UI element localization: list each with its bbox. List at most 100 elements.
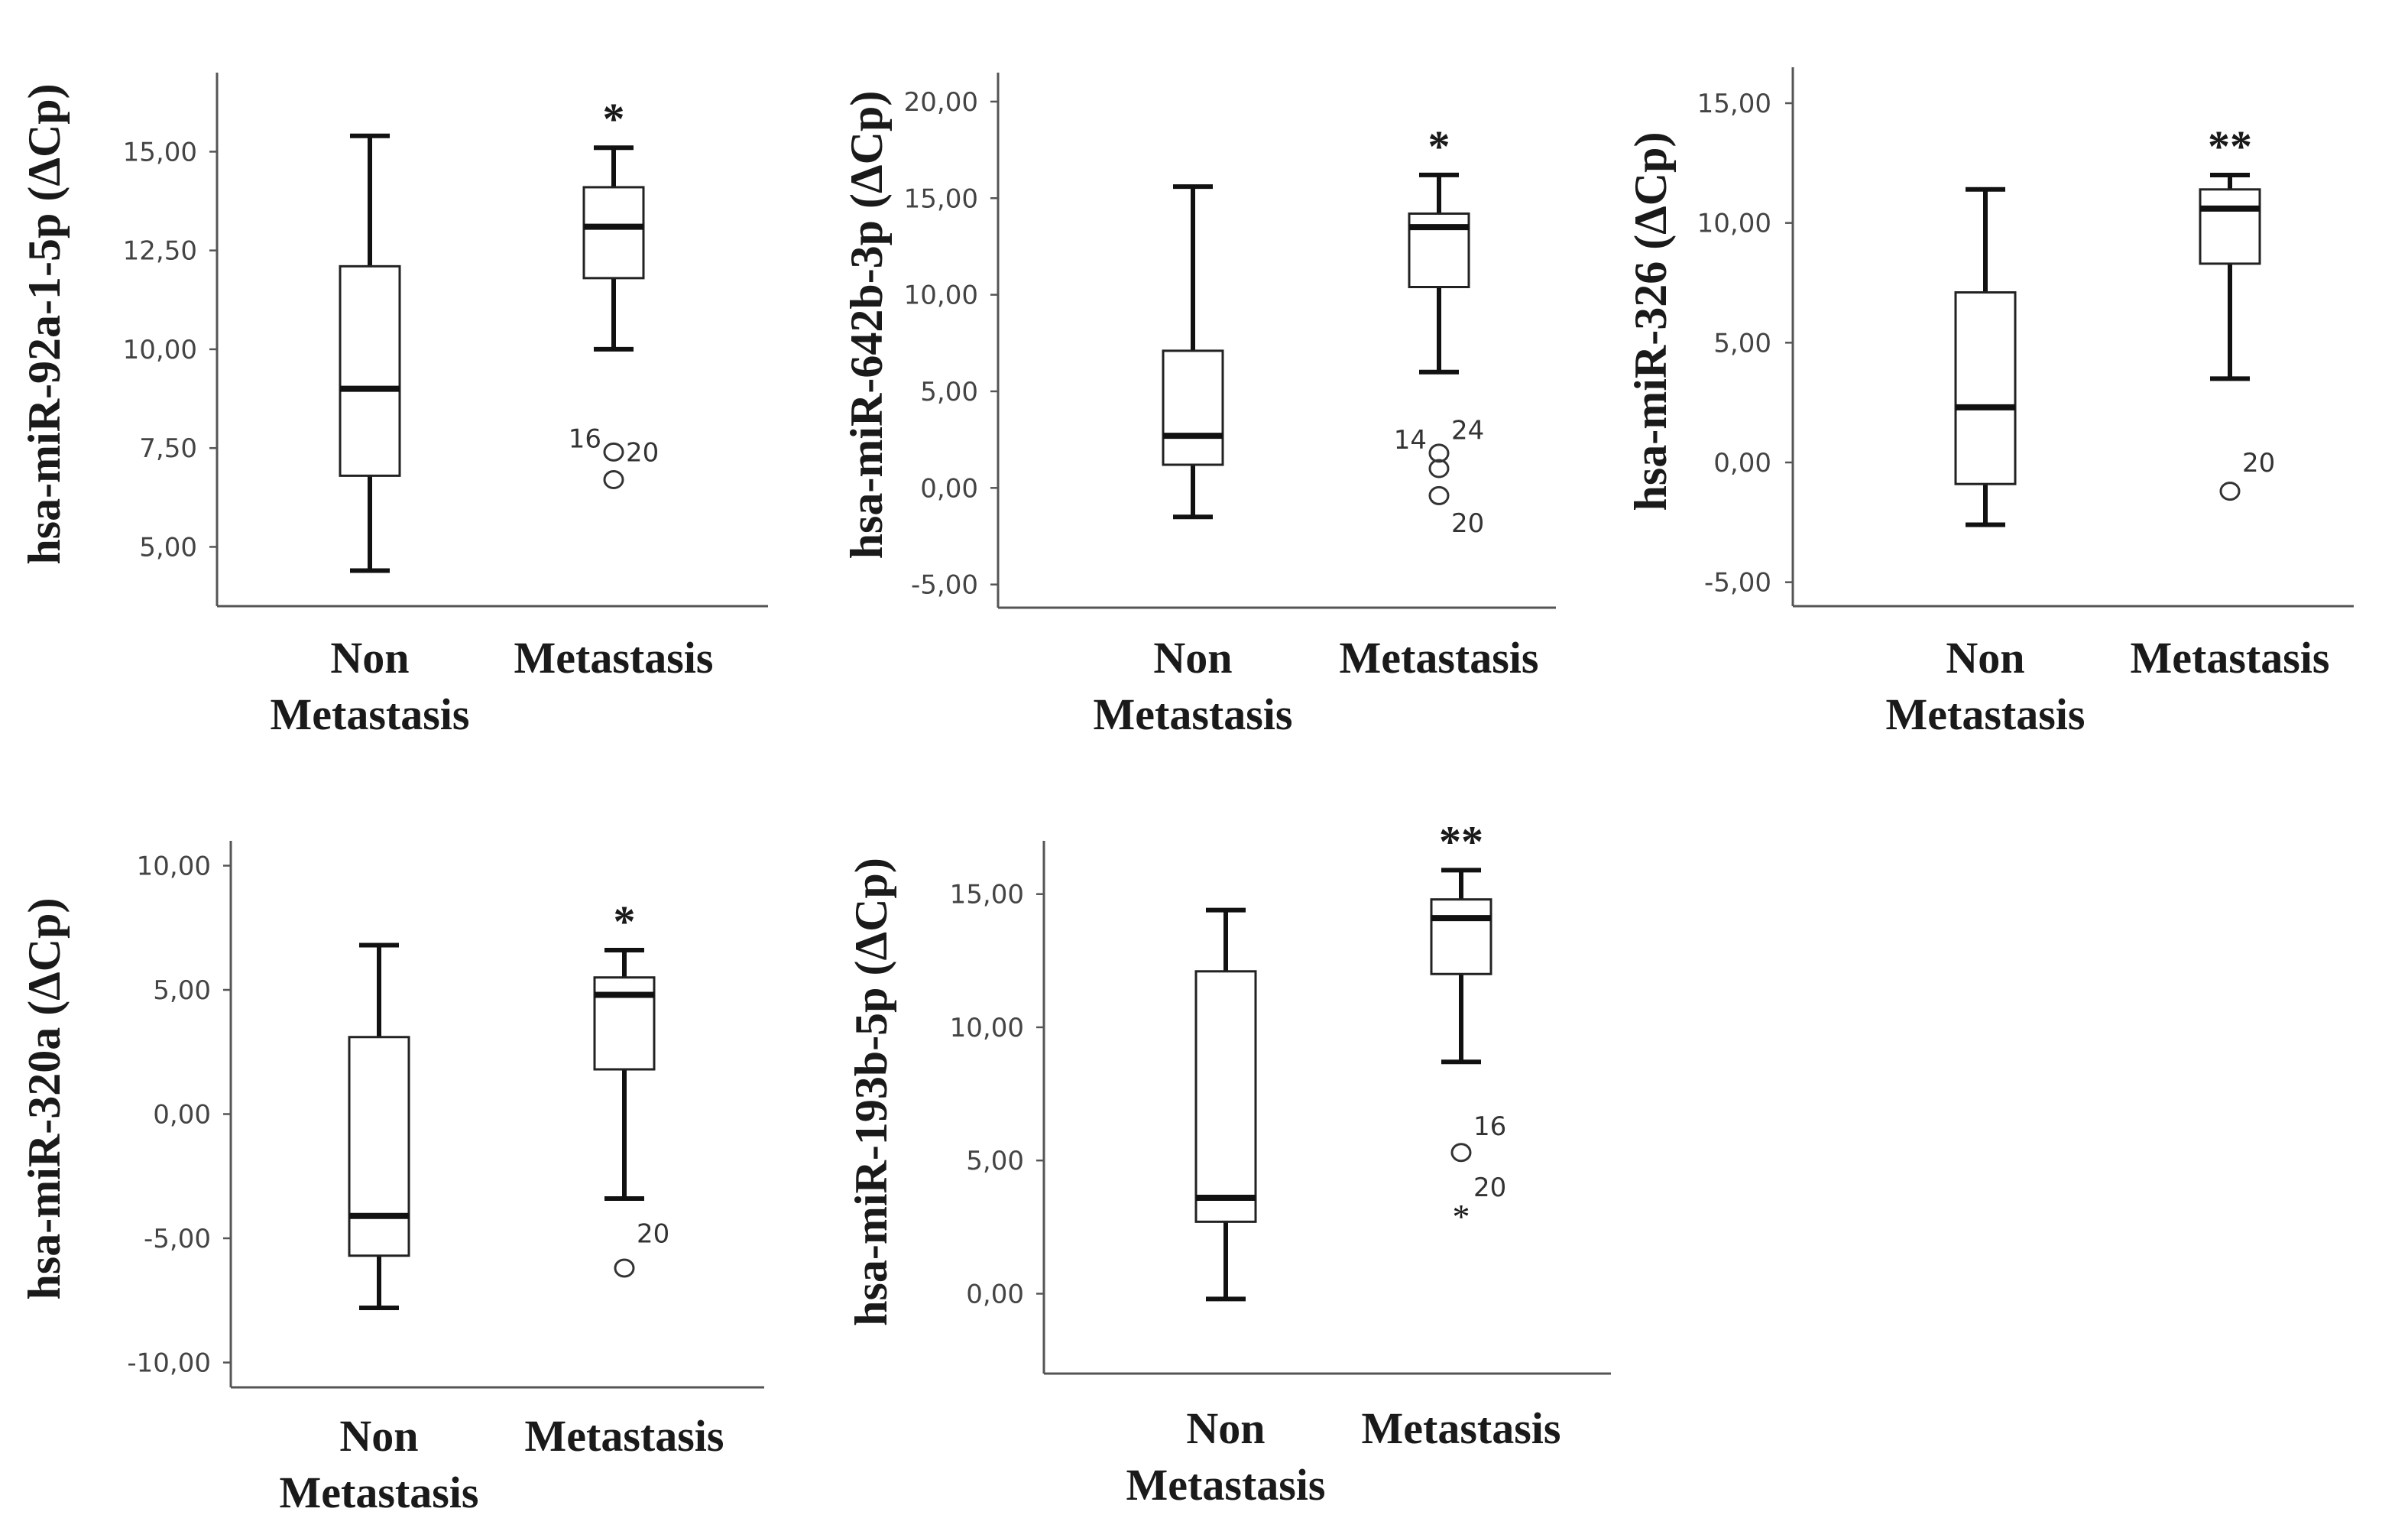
category-label-line: Metastasis: [1886, 689, 2086, 739]
chart-panel-4: -10,00 -5,00 0,00 5,00 10,00 hsa-miR-320a (ΔC…: [19, 841, 764, 1517]
outlier-marker: [603, 470, 624, 490]
category-label: Metastasis: [1340, 633, 1539, 683]
chart-panel-5: 0,00 5,00 10,00 15,00 hsa-miR-193b-5p (ΔCp) N…: [846, 816, 1611, 1510]
outlier-label: 24: [1451, 416, 1484, 446]
category-label-line: Metastasis: [514, 633, 714, 683]
category-label: Non Metastasis: [1886, 633, 2086, 739]
category-label: Metastasis: [2131, 633, 2330, 683]
y-tick-label: 20,00: [904, 87, 978, 118]
y-tick-label: 7,50: [139, 433, 197, 464]
box-group: 16 20 *: [569, 94, 659, 490]
significance-marker: **: [1439, 816, 1483, 866]
box-group: [348, 942, 410, 1310]
iqr-box: [2199, 188, 2261, 265]
outlier-marker: [2219, 482, 2241, 501]
y-tick-label: 10,00: [904, 281, 978, 311]
significance-marker: *: [614, 897, 636, 946]
category-label-line: Metastasis: [280, 1468, 479, 1517]
y-tick-label: 15,00: [950, 880, 1024, 910]
outlier-marker: [1428, 485, 1450, 505]
category-label-line: Metastasis: [1362, 1403, 1561, 1453]
box-group: [1162, 184, 1224, 520]
chart-panel-1: 5,00 7,50 10,00 12,50 15,00 hsa-miR-92a-1-5p …: [19, 73, 768, 739]
category-label-line: Metastasis: [1094, 689, 1293, 739]
y-tick-label: 5,00: [153, 975, 211, 1006]
y-axis-title: hsa-miR-320a (ΔCp): [19, 898, 70, 1300]
iqr-box: [1430, 898, 1492, 975]
y-tick-label: 15,00: [1697, 89, 1771, 119]
y-tick-label: 0,00: [920, 473, 978, 504]
iqr-box: [1194, 970, 1257, 1223]
category-label: Non Metastasis: [1126, 1403, 1326, 1510]
y-tick-label: 5,00: [1713, 328, 1771, 358]
iqr-box: [593, 976, 656, 1071]
box-group: [339, 133, 401, 573]
category-label-line: Metastasis: [1126, 1460, 1326, 1510]
outlier-marker: [614, 1258, 635, 1278]
box-group: 14 24 20 *: [1394, 122, 1485, 539]
iqr-box: [348, 1036, 410, 1257]
y-tick-label: 5,00: [966, 1146, 1024, 1176]
y-tick-label: 15,00: [904, 183, 978, 214]
y-axis-title: hsa-miR-642b-3p (ΔCp): [841, 91, 892, 560]
category-label: Metastasis: [1362, 1403, 1561, 1453]
outlier-label: 20: [1473, 1173, 1506, 1203]
outlier-label: 20: [2242, 448, 2275, 479]
y-axis-title: hsa-miR-92a-1-5p (ΔCp): [19, 83, 70, 564]
box-group: 16 *20 **: [1430, 816, 1506, 1236]
outlier-marker: [1450, 1143, 1472, 1163]
box-group: [1954, 187, 2017, 527]
outlier-label: 14: [1394, 425, 1427, 456]
y-tick-label: 0,00: [153, 1100, 211, 1131]
category-label: Non Metastasis: [280, 1411, 479, 1517]
iqr-box: [1954, 291, 2017, 485]
category-label: Non Metastasis: [271, 633, 470, 739]
y-axis-title: hsa-miR-326 (ΔCp): [1625, 132, 1676, 511]
outlier-marker: [603, 442, 624, 462]
category-label: Non Metastasis: [1094, 633, 1293, 739]
iqr-box: [1162, 349, 1224, 466]
iqr-box: [582, 186, 645, 280]
category-label-line: Non: [1186, 1403, 1265, 1453]
y-axis-title: hsa-miR-193b-5p (ΔCp): [846, 858, 896, 1326]
outlier-marker: [1428, 443, 1450, 463]
y-tick-label: 15,00: [123, 137, 197, 167]
category-label-line: Non: [1153, 633, 1232, 683]
significance-marker: *: [1428, 122, 1450, 171]
extreme-outlier-marker: *: [1453, 1197, 1470, 1236]
box-group: 20 *: [593, 897, 669, 1278]
outlier-label: 16: [1473, 1111, 1506, 1142]
category-label-line: Metastasis: [1340, 633, 1539, 683]
y-tick-label: 10,00: [137, 852, 211, 882]
y-tick-label: 0,00: [966, 1279, 1024, 1309]
category-label-line: Metastasis: [2131, 633, 2330, 683]
outlier-label: 20: [637, 1219, 669, 1250]
y-tick-label: 10,00: [123, 335, 197, 365]
chart-panel-3: -5,00 0,00 5,00 10,00 15,00 hsa-miR-326 (ΔCp)…: [1625, 67, 2354, 739]
category-label: Metastasis: [525, 1411, 724, 1461]
y-tick-label: 10,00: [1697, 209, 1771, 239]
y-tick-label: -5,00: [911, 570, 978, 601]
outlier-label: 20: [1451, 508, 1484, 539]
category-label: Metastasis: [514, 633, 714, 683]
iqr-box: [339, 264, 401, 477]
y-tick-label: 10,00: [950, 1013, 1024, 1043]
category-label-line: Non: [339, 1411, 418, 1461]
significance-marker: *: [603, 94, 625, 144]
chart-panel-2: -5,00 0,00 5,00 10,00 15,00 20,00 hsa-miR-642b…: [841, 73, 1556, 739]
y-tick-label: 12,50: [123, 236, 197, 267]
outlier-label: 16: [569, 423, 601, 454]
category-label-line: Metastasis: [525, 1411, 724, 1461]
outlier-label: 20: [626, 437, 659, 468]
y-tick-label: -10,00: [127, 1348, 211, 1379]
y-tick-label: 0,00: [1713, 448, 1771, 479]
category-label-line: Metastasis: [271, 689, 470, 739]
box-group: 20 **: [2199, 122, 2275, 501]
y-tick-label: -5,00: [1704, 568, 1771, 599]
y-tick-label: 5,00: [139, 532, 197, 563]
category-label-line: Non: [330, 633, 409, 683]
significance-marker: **: [2208, 122, 2252, 171]
y-tick-label: 5,00: [920, 377, 978, 407]
y-tick-label: -5,00: [144, 1224, 211, 1254]
